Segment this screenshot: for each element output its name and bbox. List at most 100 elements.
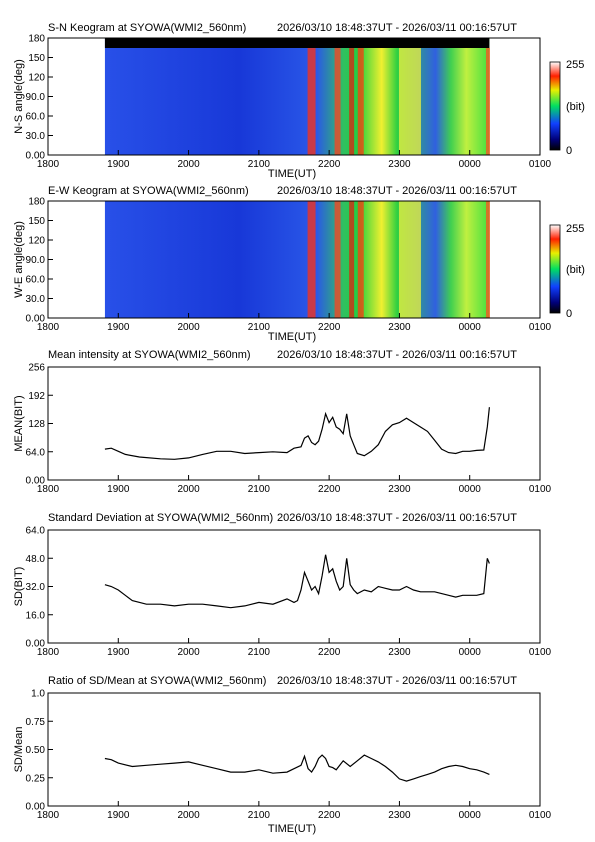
sn-keogram-y-ticks: 0.00 30.0 60.0 90.0 120 150 180: [26, 34, 53, 162]
lc0-ytick-label: 192: [28, 391, 45, 402]
mean-intensity-panel: Mean intensity at SYOWA(WMI2_560nm) 2026…: [13, 349, 552, 495]
kg1-ytick-label: 30.0: [26, 294, 46, 305]
lc1-ytick-label: 48.0: [26, 554, 46, 565]
kg1-xtick-label: 0100: [529, 322, 552, 333]
lc2-xtick-label: 2100: [248, 810, 271, 821]
ratio-chart-title: Ratio of SD/Mean at SYOWA(WMI2_560nm): [48, 675, 266, 687]
auroral-arc-band: [349, 201, 355, 318]
lc0-xtick-label: 0000: [459, 484, 482, 495]
kg0-ytick-label: 60.0: [26, 112, 46, 123]
sn-keogram-panel: S-N Keogram at SYOWA(WMI2_560nm) 2026/03…: [13, 22, 585, 180]
lc1-ytick-label: 0.00: [26, 639, 46, 650]
ew-keogram-auroral-features: [307, 201, 490, 318]
chart-frame: [47, 692, 541, 807]
kg0-xtick-label: 2200: [318, 159, 341, 170]
ew-colorbar-min: 0: [566, 308, 572, 320]
ew-keogram-ylabel: W-E angle(deg): [13, 221, 25, 298]
ew-colorbar-unit: (bit): [566, 264, 585, 276]
sn-keogram-xlabel: TIME(UT): [268, 168, 316, 180]
kg0-xtick-label: 1900: [107, 159, 130, 170]
lc0-xtick-label: 2000: [177, 484, 200, 495]
lc2-ytick-label: 0.50: [26, 745, 46, 756]
kg1-ytick-label: 90.0: [26, 255, 46, 266]
sd-chart-plot: 0.00 16.0 32.0 48.0 64.0 1800 1900 2000 2100 2200…: [13, 526, 552, 659]
ew-keogram-time-range: 2026/03/10 18:48:37UT - 2026/03/11 00:16…: [277, 185, 517, 197]
auroral-arc-band: [398, 201, 421, 318]
lc0-xtick-label: 1800: [37, 484, 60, 495]
sd-chart-title: Standard Deviation at SYOWA(WMI2_560nm): [48, 512, 273, 524]
kg0-ytick-label: 90.0: [26, 92, 46, 103]
lc0-ytick-label: 256: [28, 363, 45, 374]
kg1-ytick-label: 0.00: [26, 314, 46, 325]
auroral-arc-band: [398, 48, 421, 155]
sd-chart-time-range: 2026/03/10 18:48:37UT - 2026/03/11 00:16…: [277, 512, 517, 524]
kg0-xtick-label: 0000: [459, 159, 482, 170]
mean-chart-time-range: 2026/03/10 18:48:37UT - 2026/03/11 00:16…: [277, 349, 517, 361]
chart-ylabel: SD(BIT): [13, 567, 25, 607]
kg0-ytick-label: 180: [28, 34, 45, 45]
sn-keogram-ylabel: N-S angle(deg): [13, 59, 25, 134]
auroral-arc-band: [334, 201, 341, 318]
kg0-xtick-label: 1800: [37, 159, 60, 170]
lc2-xtick-label: 2000: [177, 810, 200, 821]
ew-keogram-image: [104, 201, 490, 318]
lc2-xtick-label: 1800: [37, 810, 60, 821]
ratio-chart-plot: 0.00 0.25 0.50 0.75 1.0 1800 1900 2000 2100 2200 2…: [13, 689, 552, 822]
sn-colorbar-unit: (bit): [566, 101, 585, 113]
kg1-ytick-label: 150: [28, 216, 45, 227]
ew-keogram-x-ticks: 1800 1900 2000 2100 2200 2300 0000 0100: [37, 313, 552, 333]
kg0-xtick-label: 2100: [248, 159, 271, 170]
ratio-panel: Ratio of SD/Mean at SYOWA(WMI2_560nm) 20…: [13, 675, 552, 835]
auroral-arc-band: [485, 201, 490, 318]
lc2-xtick-label: 2200: [318, 810, 341, 821]
lc2-ytick-label: 0.75: [26, 717, 46, 728]
kg0-ytick-label: 0.00: [26, 151, 46, 162]
kg1-ytick-label: 120: [28, 236, 45, 247]
kg0-xtick-label: 2300: [388, 159, 411, 170]
sn-colorbar-min: 0: [566, 145, 572, 157]
std-dev-panel: Standard Deviation at SYOWA(WMI2_560nm) …: [13, 512, 552, 658]
kg1-xtick-label: 1800: [37, 322, 60, 333]
auroral-arc-band: [334, 48, 341, 155]
lc1-xtick-label: 1900: [107, 647, 130, 658]
lc0-ytick-label: 0.00: [26, 476, 46, 487]
chart-series-line: [104, 554, 490, 609]
lc1-ytick-label: 32.0: [26, 582, 46, 593]
kg0-xtick-label: 2000: [177, 159, 200, 170]
lc2-xtick-label: 2300: [388, 810, 411, 821]
kg1-xtick-label: 0000: [459, 322, 482, 333]
lc2-xtick-label: 0100: [529, 810, 552, 821]
kg0-ytick-label: 150: [28, 53, 45, 64]
chart-ylabel: SD/Mean: [13, 727, 25, 773]
lc2-xtick-label: 1900: [107, 810, 130, 821]
lc0-ytick-label: 128: [28, 419, 45, 430]
auroral-arc-band: [307, 201, 316, 318]
auroral-arc-band: [307, 48, 316, 155]
auroral-arc-band: [357, 201, 364, 318]
ew-keogram-panel: E-W Keogram at SYOWA(WMI2_560nm) 2026/03…: [13, 185, 585, 343]
lc0-xtick-label: 2200: [318, 484, 341, 495]
kg1-xtick-label: 2200: [318, 322, 341, 333]
kg1-xtick-label: 1900: [107, 322, 130, 333]
sn-keogram-time-range: 2026/03/10 18:48:37UT - 2026/03/11 00:16…: [277, 22, 517, 34]
sn-keogram-top-band: [104, 38, 490, 48]
lc2-xtick-label: 0000: [459, 810, 482, 821]
chart-ylabel: MEAN(BIT): [13, 395, 25, 451]
kg0-xtick-label: 0100: [529, 159, 552, 170]
sn-keogram-title: S-N Keogram at SYOWA(WMI2_560nm): [48, 22, 246, 34]
lc1-xtick-label: 0000: [459, 647, 482, 658]
lc2-ytick-label: 0.00: [26, 802, 46, 813]
ew-keogram-y-ticks: 0.00 30.0 60.0 90.0 120 150 180: [26, 197, 53, 325]
ratio-chart-xlabel: TIME(UT): [268, 823, 316, 835]
sn-colorbar: [549, 61, 561, 151]
lc1-xtick-label: 0100: [529, 647, 552, 658]
sn-keogram-x-ticks: 1800 1900 2000 2100 2200 2300 0000 0100: [37, 150, 552, 170]
chart-series-line: [104, 754, 490, 782]
chart-series-line: [104, 407, 490, 460]
auroral-arc-band: [485, 48, 490, 155]
mean-chart-title: Mean intensity at SYOWA(WMI2_560nm): [48, 349, 251, 361]
lc1-xtick-label: 2200: [318, 647, 341, 658]
ew-colorbar-max: 255: [566, 223, 584, 235]
sn-keogram-image: [104, 38, 490, 155]
